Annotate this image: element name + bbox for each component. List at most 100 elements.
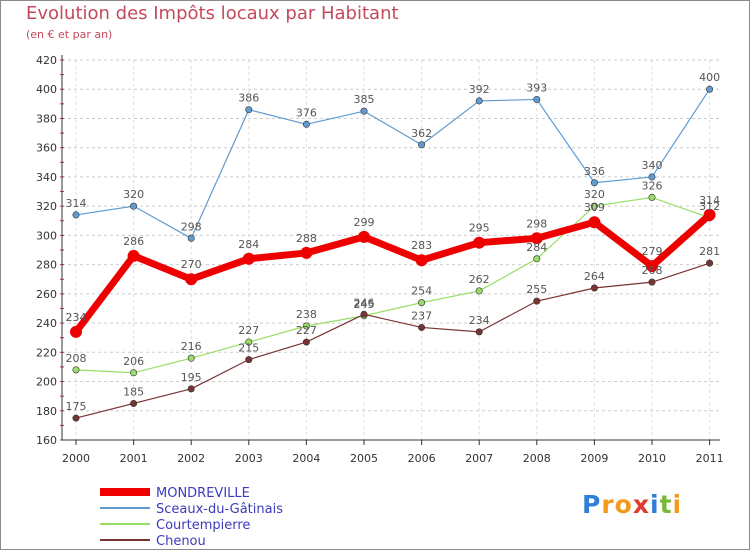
data-label: 175 [66, 400, 87, 413]
data-point [648, 173, 656, 181]
logo-letter: o [614, 490, 633, 519]
data-label: 268 [642, 264, 663, 277]
logo-letter: i [650, 490, 660, 519]
data-point [187, 354, 195, 362]
data-point [187, 234, 195, 242]
proxiti-logo: Proxiti [582, 490, 682, 519]
data-point [530, 232, 543, 245]
x-tick-label: 2008 [523, 452, 551, 465]
data-label: 312 [699, 200, 720, 213]
data-point [533, 255, 541, 263]
data-label: 298 [181, 220, 202, 233]
logo-letter: r [601, 490, 615, 519]
data-label: 206 [123, 355, 144, 368]
data-label: 362 [411, 127, 432, 140]
data-point [706, 85, 714, 93]
data-label: 185 [123, 385, 144, 398]
data-point [533, 95, 541, 103]
x-tick-label: 2009 [580, 452, 608, 465]
data-point [418, 141, 426, 149]
data-label: 264 [584, 270, 605, 283]
data-label: 283 [411, 239, 432, 252]
data-point [706, 259, 714, 267]
data-label: 255 [526, 283, 547, 296]
data-point [475, 328, 483, 336]
data-label: 320 [123, 188, 144, 201]
data-label: 400 [699, 71, 720, 84]
x-tick-label: 2005 [350, 452, 378, 465]
data-label: 279 [642, 245, 663, 258]
data-label: 284 [526, 241, 547, 254]
data-point [245, 106, 253, 114]
data-point [648, 278, 656, 286]
data-label: 295 [469, 222, 490, 235]
y-tick-label: 340 [36, 171, 57, 184]
data-label: 309 [584, 201, 605, 214]
data-point [245, 356, 253, 364]
data-label: 299 [354, 216, 375, 229]
data-label: 320 [584, 188, 605, 201]
y-tick-label: 260 [36, 288, 57, 301]
data-point [590, 284, 598, 292]
y-tick-label: 400 [36, 83, 57, 96]
data-label: 216 [181, 340, 202, 353]
data-label: 286 [123, 235, 144, 248]
data-label: 270 [181, 258, 202, 271]
data-label: 227 [238, 324, 259, 337]
data-label: 281 [699, 245, 720, 258]
data-point [130, 202, 138, 210]
data-point [360, 107, 368, 115]
series-line-chenou [75, 262, 710, 419]
data-label: 195 [181, 371, 202, 384]
x-tick-label: 2001 [120, 452, 148, 465]
data-point [475, 97, 483, 105]
legend-label-chenou: Chenou [156, 534, 206, 549]
data-point [72, 211, 80, 219]
data-point [360, 310, 368, 318]
data-label: 385 [354, 93, 375, 106]
data-label: 314 [699, 194, 720, 207]
legend-label-sceaux-du-gatinais: Sceaux-du-Gâtinais [156, 502, 283, 517]
logo-letter: t [659, 490, 673, 519]
data-point [590, 179, 598, 187]
data-label: 392 [469, 83, 490, 96]
data-point [130, 369, 138, 377]
data-point [415, 254, 428, 267]
x-tick-label: 2003 [235, 452, 263, 465]
data-point [418, 299, 426, 307]
data-point [72, 414, 80, 422]
data-label: 246 [354, 296, 375, 309]
data-point [302, 338, 310, 346]
logo-letter: P [582, 490, 602, 519]
data-point [588, 216, 601, 229]
data-label: 245 [354, 298, 375, 311]
data-label: 284 [238, 238, 259, 251]
y-tick-label: 240 [36, 317, 57, 330]
legend-label-courtempierre: Courtempierre [156, 518, 250, 533]
y-tick-label: 180 [36, 405, 57, 418]
y-tick-label: 300 [36, 229, 57, 242]
data-label: 254 [411, 285, 432, 298]
data-label: 238 [296, 308, 317, 321]
data-point [646, 260, 658, 273]
data-point [473, 236, 486, 249]
y-tick-label: 160 [36, 434, 57, 447]
x-tick-label: 2010 [638, 452, 666, 465]
x-tick-label: 2006 [408, 452, 436, 465]
y-tick-label: 200 [36, 376, 57, 389]
data-label: 298 [526, 217, 547, 230]
data-label: 262 [469, 273, 490, 286]
y-tick-label: 280 [36, 259, 57, 272]
y-tick-label: 380 [36, 112, 57, 125]
data-label: 237 [411, 309, 432, 322]
chart-title: Evolution des Impôts locaux par Habitant [26, 3, 399, 24]
x-tick-label: 2000 [62, 452, 90, 465]
data-point [533, 297, 541, 305]
data-point [590, 202, 598, 210]
y-tick-label: 320 [36, 200, 57, 213]
x-tick-label: 2011 [696, 452, 724, 465]
data-point [302, 322, 310, 330]
data-label: 227 [296, 324, 317, 337]
data-point [358, 230, 370, 243]
